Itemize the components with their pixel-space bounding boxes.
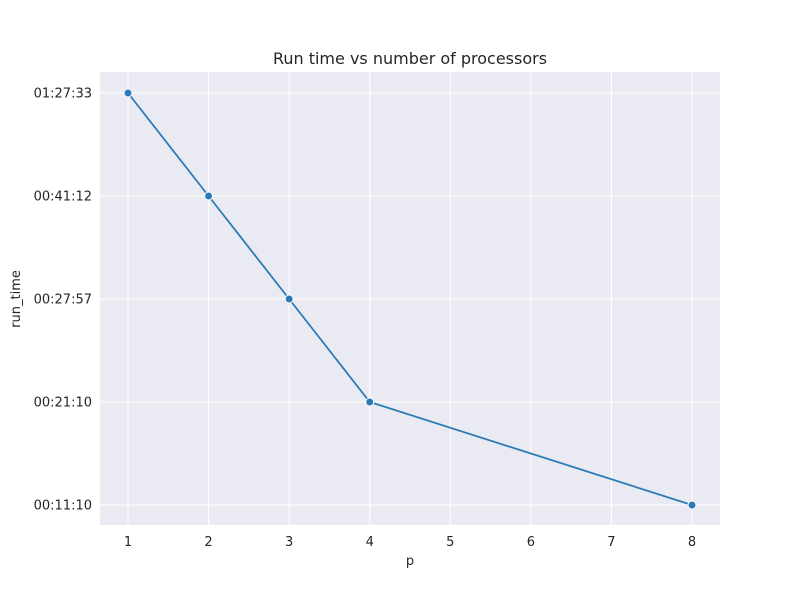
y-tick-label: 00:11:10	[34, 499, 92, 514]
data-point	[284, 294, 294, 304]
x-tick-label: 1	[124, 535, 132, 550]
data-point	[204, 191, 214, 201]
x-tick-label: 2	[204, 535, 212, 550]
y-tick-label: 00:21:10	[34, 396, 92, 411]
x-tick-label: 3	[285, 535, 293, 550]
data-point	[123, 88, 133, 98]
tick-layer: 1 2 3 4 5 6 7 8 00:11:10 00:21:10 00:27:57 00:41:12…	[34, 87, 697, 551]
series-layer	[123, 88, 697, 510]
y-axis-label: run_time	[9, 270, 24, 328]
x-tick-label: 8	[688, 535, 696, 550]
data-point	[365, 397, 375, 407]
chart-title: Run time vs number of processors	[273, 49, 547, 68]
y-tick-label: 00:41:12	[34, 190, 92, 205]
x-tick-label: 6	[527, 535, 535, 550]
x-tick-label: 7	[607, 535, 615, 550]
x-axis-label: p	[406, 554, 414, 569]
y-tick-label: 00:27:57	[34, 293, 92, 308]
x-tick-label: 5	[446, 535, 454, 550]
y-tick-label: 01:27:33	[34, 87, 92, 102]
data-point	[687, 500, 697, 510]
x-tick-label: 4	[366, 535, 374, 550]
